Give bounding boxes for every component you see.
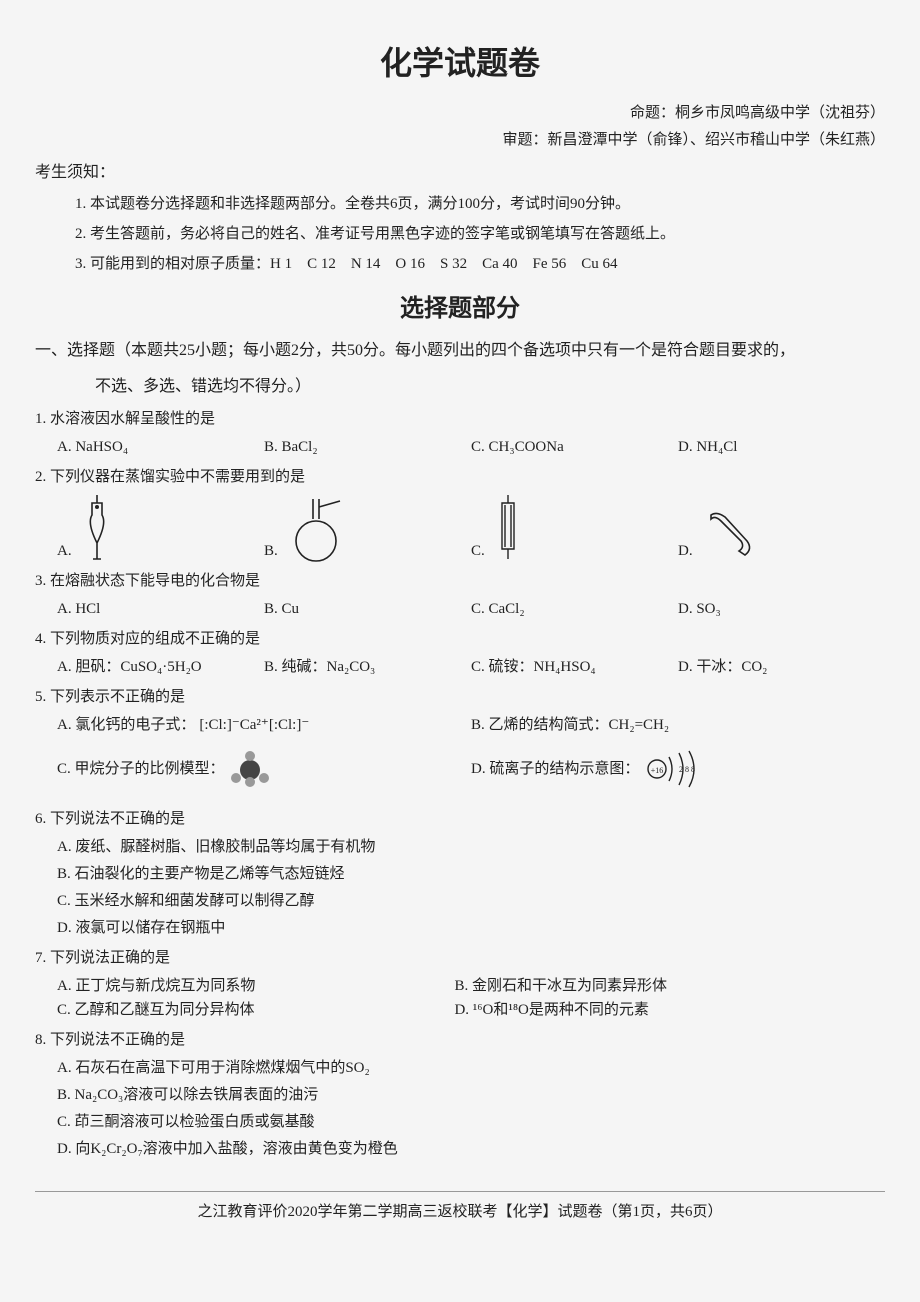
q8-opt-c: C. 茚三酮溶液可以检验蛋白质或氨基酸 — [57, 1110, 885, 1134]
q1-opt-c: C. CH₃COONa — [471, 435, 678, 459]
sulfur-ion-diagram-icon: +16 2 8 8 — [643, 747, 703, 791]
page-title: 化学试题卷 — [35, 38, 885, 89]
q3-opt-b: B. Cu — [264, 597, 471, 621]
notice-item-2: 2. 考生答题前，务必将自己的姓名、准考证号用黑色字迹的签字笔或钢笔填写在答题纸… — [75, 222, 885, 246]
q6-opt-c: C. 玉米经水解和细菌发酵可以制得乙醇 — [57, 889, 885, 913]
q4-opt-a: A. 胆矾：CuSO₄·5H₂O — [57, 655, 264, 679]
q5-opt-b: B. 乙烯的结构简式：CH₂=CH₂ — [471, 713, 885, 737]
section-title: 选择题部分 — [35, 290, 885, 328]
q2-a-label: A. — [57, 539, 72, 563]
q7-opt-a: A. 正丁烷与新戊烷互为同系物 — [57, 974, 454, 998]
q5-d-shells: 2 8 8 — [679, 765, 695, 774]
q5-opt-c: C. 甲烷分子的比例模型： — [57, 747, 471, 791]
question-2: 2. 下列仪器在蒸馏实验中不需要用到的是 A. B. C. D. — [35, 465, 885, 563]
q1-opt-d: D. NH₄Cl — [678, 435, 885, 459]
adapter-tube-icon — [703, 507, 763, 563]
q5-a-formula: [:Cl:]⁻Ca²⁺[:Cl:]⁻ — [199, 713, 309, 737]
methane-model-icon — [229, 750, 271, 788]
q3-opt-c: C. CaCl₂ — [471, 597, 678, 621]
q2-c-label: C. — [471, 539, 485, 563]
q8-opt-d: D. 向K₂Cr₂O₇溶液中加入盐酸，溶液由黄色变为橙色 — [57, 1137, 885, 1161]
q4-opt-d: D. 干冰：CO₂ — [678, 655, 885, 679]
q5-opt-a: A. 氯化钙的电子式： [:Cl:]⁻Ca²⁺[:Cl:]⁻ — [57, 713, 471, 737]
condenser-icon — [495, 493, 521, 563]
question-1: 1. 水溶液因水解呈酸性的是 A. NaHSO₄ B. BaCl₂ C. CH₃… — [35, 407, 885, 459]
q2-d-label: D. — [678, 539, 693, 563]
q2-opt-c: C. — [471, 493, 678, 563]
q7-opt-c: C. 乙醇和乙醚互为同分异构体 — [57, 998, 454, 1022]
q3-opt-d: D. SO₃ — [678, 597, 885, 621]
q7-stem: 7. 下列说法正确的是 — [35, 946, 885, 970]
q7-opt-d: D. ¹⁶O和¹⁸O是两种不同的元素 — [454, 998, 851, 1022]
question-7: 7. 下列说法正确的是 A. 正丁烷与新戊烷互为同系物 B. 金刚石和干冰互为同… — [35, 946, 885, 1022]
q5-stem: 5. 下列表示不正确的是 — [35, 685, 885, 709]
q6-opt-b: B. 石油裂化的主要产物是乙烯等气态短链烃 — [57, 862, 885, 886]
separating-funnel-icon — [82, 493, 112, 563]
question-8: 8. 下列说法不正确的是 A. 石灰石在高温下可用于消除燃煤烟气中的SO₂ B.… — [35, 1028, 885, 1161]
q3-stem: 3. 在熔融状态下能导电的化合物是 — [35, 569, 885, 593]
meta-line-1: 命题：桐乡市凤鸣高级中学（沈祖芬） — [35, 101, 885, 125]
q1-opt-a: A. NaHSO₄ — [57, 435, 264, 459]
q2-b-label: B. — [264, 539, 278, 563]
section-desc-2: 不选、多选、错选均不得分。） — [95, 374, 885, 400]
q4-opt-c: C. 硫铵：NH₄HSO₄ — [471, 655, 678, 679]
q2-opt-b: B. — [264, 493, 471, 563]
q2-opt-a: A. — [57, 493, 264, 563]
q6-opt-a: A. 废纸、脲醛树脂、旧橡胶制品等均属于有机物 — [57, 835, 885, 859]
q4-opt-b: B. 纯碱：Na₂CO₃ — [264, 655, 471, 679]
notice-item-3: 3. 可能用到的相对原子质量：H 1 C 12 N 14 O 16 S 32 C… — [75, 252, 885, 276]
q8-opt-b: B. Na₂CO₃溶液可以除去铁屑表面的油污 — [57, 1083, 885, 1107]
q1-stem: 1. 水溶液因水解呈酸性的是 — [35, 407, 885, 431]
question-6: 6. 下列说法不正确的是 A. 废纸、脲醛树脂、旧橡胶制品等均属于有机物 B. … — [35, 807, 885, 940]
meta-line-2: 审题：新昌澄潭中学（俞锋）、绍兴市稽山中学（朱红燕） — [35, 128, 885, 152]
q8-opt-a: A. 石灰石在高温下可用于消除燃煤烟气中的SO₂ — [57, 1056, 885, 1080]
question-5: 5. 下列表示不正确的是 A. 氯化钙的电子式： [:Cl:]⁻Ca²⁺[:Cl… — [35, 685, 885, 801]
question-3: 3. 在熔融状态下能导电的化合物是 A. HCl B. Cu C. CaCl₂ … — [35, 569, 885, 621]
notice-item-1: 1. 本试题卷分选择题和非选择题两部分。全卷共6页，满分100分，考试时间90分… — [75, 192, 885, 216]
q2-opt-d: D. — [678, 507, 885, 563]
q3-opt-a: A. HCl — [57, 597, 264, 621]
q6-opt-d: D. 液氯可以储存在钢瓶中 — [57, 916, 885, 940]
q1-opt-b: B. BaCl₂ — [264, 435, 471, 459]
q8-stem: 8. 下列说法不正确的是 — [35, 1028, 885, 1052]
q5-d-core-label: +16 — [651, 766, 664, 775]
distillation-flask-icon — [288, 493, 348, 563]
q7-opt-b: B. 金刚石和干冰互为同素异形体 — [454, 974, 851, 998]
notice-label: 考生须知： — [35, 160, 885, 186]
q5-opt-d: D. 硫离子的结构示意图： +16 2 8 8 — [471, 747, 885, 791]
q4-stem: 4. 下列物质对应的组成不正确的是 — [35, 627, 885, 651]
section-desc-1: 一、选择题（本题共25小题；每小题2分，共50分。每小题列出的四个备选项中只有一… — [35, 338, 885, 364]
q2-stem: 2. 下列仪器在蒸馏实验中不需要用到的是 — [35, 465, 885, 489]
q6-stem: 6. 下列说法不正确的是 — [35, 807, 885, 831]
question-4: 4. 下列物质对应的组成不正确的是 A. 胆矾：CuSO₄·5H₂O B. 纯碱… — [35, 627, 885, 679]
page-footer: 之江教育评价2020学年第二学期高三返校联考【化学】试题卷（第1页，共6页） — [35, 1191, 885, 1224]
